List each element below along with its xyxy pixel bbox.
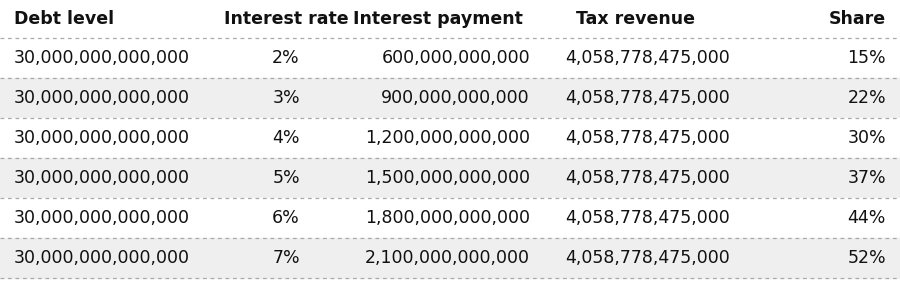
Text: 4,058,778,475,000: 4,058,778,475,000 [565, 89, 730, 107]
Bar [0, 78, 900, 118]
Text: 6%: 6% [272, 209, 300, 227]
Text: Interest rate: Interest rate [224, 10, 348, 28]
Text: 30,000,000,000,000: 30,000,000,000,000 [14, 209, 190, 227]
Text: 3%: 3% [272, 89, 300, 107]
Bar [0, 38, 900, 78]
Text: 30,000,000,000,000: 30,000,000,000,000 [14, 89, 190, 107]
Text: 2%: 2% [272, 49, 300, 67]
Text: 52%: 52% [848, 249, 886, 267]
Text: 37%: 37% [848, 169, 886, 187]
Text: 1,500,000,000,000: 1,500,000,000,000 [365, 169, 530, 187]
Text: 30,000,000,000,000: 30,000,000,000,000 [14, 129, 190, 147]
Bar [0, 158, 900, 198]
Text: 900,000,000,000: 900,000,000,000 [382, 89, 530, 107]
Text: 600,000,000,000: 600,000,000,000 [382, 49, 530, 67]
Text: 30%: 30% [848, 129, 886, 147]
Text: 30,000,000,000,000: 30,000,000,000,000 [14, 169, 190, 187]
Text: Tax revenue: Tax revenue [575, 10, 695, 28]
Text: 2,100,000,000,000: 2,100,000,000,000 [365, 249, 530, 267]
Text: 4,058,778,475,000: 4,058,778,475,000 [565, 129, 730, 147]
Text: 4,058,778,475,000: 4,058,778,475,000 [565, 169, 730, 187]
Text: 5%: 5% [272, 169, 300, 187]
Text: 7%: 7% [272, 249, 300, 267]
Text: 4,058,778,475,000: 4,058,778,475,000 [565, 49, 730, 67]
Text: 1,800,000,000,000: 1,800,000,000,000 [365, 209, 530, 227]
Text: Interest payment: Interest payment [353, 10, 522, 28]
Text: 44%: 44% [848, 209, 886, 227]
Text: 22%: 22% [848, 89, 886, 107]
Text: 30,000,000,000,000: 30,000,000,000,000 [14, 249, 190, 267]
Text: 15%: 15% [848, 49, 886, 67]
Bar [0, 198, 900, 238]
Text: 4,058,778,475,000: 4,058,778,475,000 [565, 249, 730, 267]
Text: 30,000,000,000,000: 30,000,000,000,000 [14, 49, 190, 67]
Text: 4%: 4% [272, 129, 300, 147]
Text: Share: Share [829, 10, 886, 28]
Bar [0, 0, 900, 38]
Text: Debt level: Debt level [14, 10, 114, 28]
Text: 1,200,000,000,000: 1,200,000,000,000 [365, 129, 530, 147]
Bar [0, 238, 900, 278]
Text: 4,058,778,475,000: 4,058,778,475,000 [565, 209, 730, 227]
Bar [0, 118, 900, 158]
